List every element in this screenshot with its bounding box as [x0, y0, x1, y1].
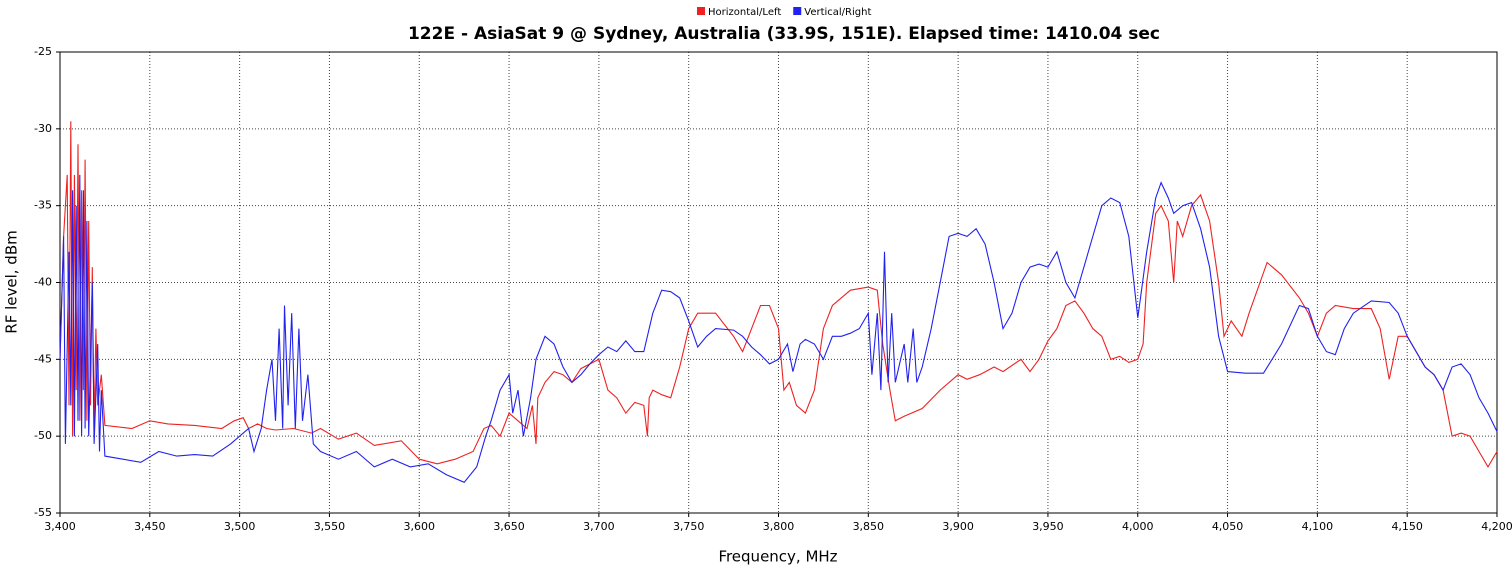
x-tick-label: 4,000: [1122, 520, 1154, 533]
y-tick-label: -45: [34, 352, 52, 365]
y-tick-label: -35: [34, 199, 52, 212]
x-tick-label: 4,100: [1302, 520, 1334, 533]
x-tick-label: 3,450: [134, 520, 166, 533]
x-tick-label: 3,500: [224, 520, 256, 533]
y-tick-label: -25: [34, 45, 52, 58]
legend-label: Horizontal/Left: [708, 7, 781, 18]
legend-swatch: [697, 7, 705, 15]
legend-label: Vertical/Right: [804, 7, 871, 18]
x-tick-label: 3,750: [673, 520, 705, 533]
legend-swatch: [793, 7, 802, 15]
x-axis-title: Frequency, MHz: [718, 548, 837, 566]
y-tick-label: -40: [34, 276, 52, 289]
series-line: [59, 121, 1498, 468]
x-tick-label: 4,150: [1391, 520, 1423, 533]
y-tick-label: -30: [34, 122, 52, 135]
chart-title: 122E - AsiaSat 9 @ Sydney, Australia (33…: [408, 24, 1160, 44]
x-tick-label: 3,550: [314, 520, 346, 533]
x-tick-label: 3,800: [763, 520, 795, 533]
y-tick-label: -55: [34, 506, 52, 519]
series-line: [59, 174, 1498, 483]
x-tick-label: 3,650: [493, 520, 525, 533]
x-tick-label: 3,900: [942, 520, 974, 533]
x-tick-label: 3,950: [1032, 520, 1064, 533]
x-tick-label: 3,850: [853, 520, 885, 533]
x-tick-label: 3,400: [44, 520, 76, 533]
x-tick-label: 4,050: [1212, 520, 1244, 533]
y-axis-title: RF level, dBm: [3, 230, 21, 333]
y-tick-label: -50: [34, 429, 52, 442]
x-tick-label: 3,700: [583, 520, 615, 533]
plot-frame: [59, 51, 1498, 514]
x-tick-label: 3,600: [404, 520, 436, 533]
x-tick-label: 4,200: [1481, 520, 1512, 533]
